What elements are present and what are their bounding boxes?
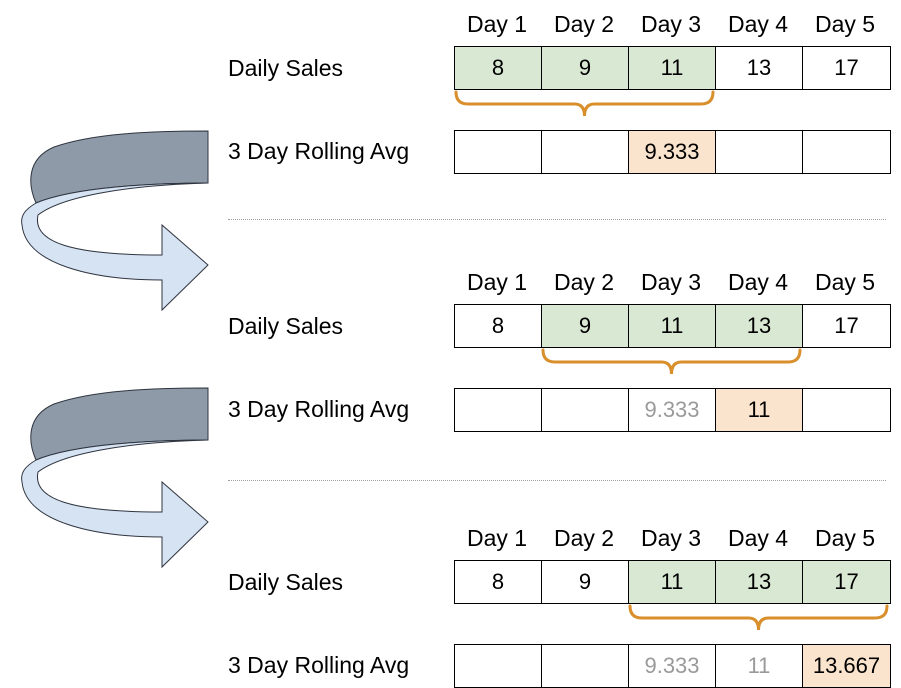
sales-cell: 11 <box>629 561 716 603</box>
avg-cell <box>542 645 629 687</box>
window-brace <box>541 348 802 375</box>
day-header: Day 5 <box>814 269 876 295</box>
daily-sales-label: Daily Sales <box>228 569 344 595</box>
day-header: Day 4 <box>727 11 789 37</box>
day-header: Day 2 <box>553 525 615 551</box>
sales-cell: 13 <box>716 47 803 89</box>
avg-cell <box>803 389 890 431</box>
sales-cell: 11 <box>629 305 716 347</box>
day-header: Day 4 <box>727 269 789 295</box>
day-header: Day 2 <box>553 11 615 37</box>
panel: Day 1 Day 2 Day 3 Day 4 Day 5 Daily Sales 8 9 11… <box>0 524 901 688</box>
avg-cell <box>455 645 542 687</box>
avg-cell <box>455 389 542 431</box>
rolling-avg-row: 9.333 <box>454 130 891 174</box>
avg-cell: 9.333 <box>629 645 716 687</box>
day-header: Day 5 <box>814 525 876 551</box>
daily-sales-row: 8 9 11 13 17 <box>454 560 891 604</box>
day-header: Day 3 <box>640 525 702 551</box>
rolling-avg-label: 3 Day Rolling Avg <box>228 138 410 164</box>
day-header: Day 4 <box>727 525 789 551</box>
day-header: Day 1 <box>466 11 528 37</box>
sales-cell: 11 <box>629 47 716 89</box>
avg-cell: 11 <box>716 645 803 687</box>
day-header: Day 3 <box>640 11 702 37</box>
day-header: Day 3 <box>640 269 702 295</box>
day-header: Day 2 <box>553 269 615 295</box>
sales-cell: 8 <box>455 305 542 347</box>
sales-cell: 13 <box>716 561 803 603</box>
avg-cell <box>716 131 803 173</box>
separator-line <box>228 480 886 481</box>
sales-cell: 9 <box>542 561 629 603</box>
day-header: Day 1 <box>466 269 528 295</box>
avg-cell: 9.333 <box>629 389 716 431</box>
rolling-avg-label: 3 Day Rolling Avg <box>228 652 410 678</box>
avg-cell: 13.667 <box>803 645 890 687</box>
avg-cell: 9.333 <box>629 131 716 173</box>
day-header: Day 5 <box>814 11 876 37</box>
rolling-avg-label: 3 Day Rolling Avg <box>228 396 410 422</box>
sales-cell: 17 <box>834 313 859 338</box>
avg-cell <box>455 131 542 173</box>
daily-sales-row: 8 9 11 13 17 <box>454 304 891 348</box>
avg-cell <box>803 131 890 173</box>
separator-line <box>228 219 886 220</box>
rolling-avg-row: 9.333 11 <box>454 388 891 432</box>
panel: Day 1 Day 2 Day 3 Day 4 Day 5 Daily Sales 8 9 11… <box>0 10 901 174</box>
avg-cell <box>542 389 629 431</box>
avg-cell <box>542 131 629 173</box>
window-brace <box>628 604 889 631</box>
panel: Day 1 Day 2 Day 3 Day 4 Day 5 Daily Sales 8 9 11… <box>0 268 901 432</box>
daily-sales-label: Daily Sales <box>228 313 344 339</box>
sales-cell: 9 <box>542 305 629 347</box>
curved-arrow-icon <box>21 387 209 569</box>
rolling-avg-row: 9.333 11 13.667 <box>454 644 891 688</box>
sales-cell: 9 <box>542 47 629 89</box>
sales-cell: 17 <box>803 561 890 603</box>
sales-cell: 8 <box>455 47 542 89</box>
sales-cell: 13 <box>716 305 803 347</box>
avg-cell: 11 <box>716 389 803 431</box>
daily-sales-label: Daily Sales <box>228 55 344 81</box>
curved-arrow-icon <box>21 130 209 312</box>
sales-cell: 8 <box>455 561 542 603</box>
daily-sales-row: 8 9 11 13 17 <box>454 46 891 90</box>
window-brace <box>454 90 715 117</box>
day-header: Day 1 <box>466 525 528 551</box>
sales-cell: 17 <box>834 55 859 80</box>
